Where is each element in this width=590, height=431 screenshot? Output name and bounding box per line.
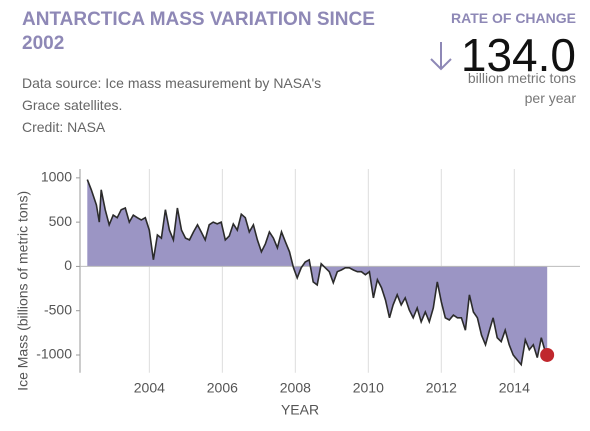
- y-tick-label: -500: [44, 301, 72, 317]
- down-arrow: [430, 42, 452, 71]
- source: Data source: Ice mass measurement by NAS…: [22, 75, 322, 113]
- y-tick-label: 1000: [41, 169, 72, 185]
- rate-label: RATE OF CHANGE: [451, 10, 576, 26]
- y-axis-label: Ice Mass (billions of metric tons): [15, 191, 31, 391]
- last-point: [540, 347, 555, 362]
- x-tick-label: 2008: [280, 379, 311, 395]
- area: [87, 179, 548, 365]
- x-axis-label: YEAR: [281, 402, 319, 418]
- rate-unit: billion metric tons per year: [467, 70, 576, 106]
- y-tick-label: 0: [64, 257, 72, 273]
- source-block: Data source: Ice mass measurement by NAS…: [22, 72, 352, 138]
- y-tick-label: 500: [49, 213, 73, 229]
- line: [86, 179, 548, 367]
- x-tick-label: 2006: [207, 379, 238, 395]
- rate-value: 134.0: [460, 29, 576, 81]
- title: ANTARCTICA MASS VARIATION SINCE 2002: [22, 9, 375, 54]
- x-tick-label: 2014: [499, 379, 530, 395]
- y-tick-label: -1000: [36, 346, 72, 362]
- credit: Credit: NASA: [22, 119, 106, 135]
- x-tick-label: 2010: [353, 379, 384, 395]
- x-tick-label: 2004: [134, 379, 165, 395]
- x-tick-label: 2012: [426, 379, 457, 395]
